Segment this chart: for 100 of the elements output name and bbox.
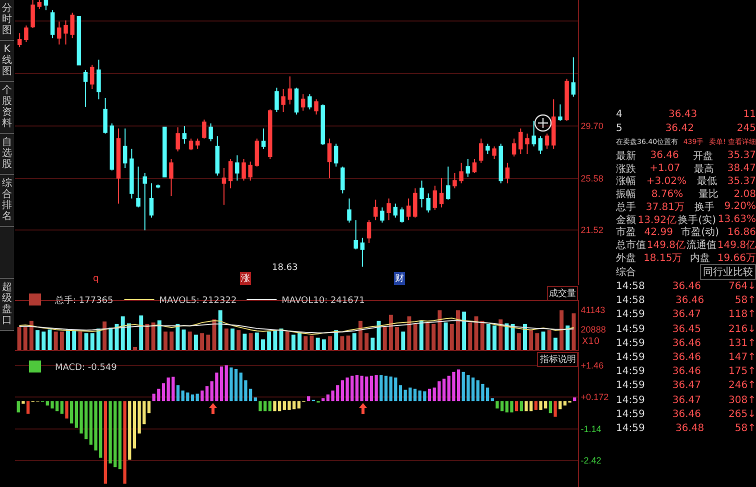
- bar: [340, 336, 344, 350]
- candlestick: [110, 122, 114, 171]
- candlestick: [380, 206, 384, 224]
- bar: [29, 320, 34, 350]
- bar: [42, 332, 46, 350]
- text: 36.47: [672, 380, 701, 392]
- bar: [206, 334, 210, 350]
- annotation: 18.63: [272, 263, 298, 273]
- bar: [267, 332, 272, 350]
- text: 36.46: [672, 280, 701, 292]
- bar: [444, 322, 448, 350]
- candlestick: [327, 138, 332, 179]
- candlestick: [103, 97, 108, 134]
- candlestick: [228, 158, 233, 189]
- bar: [523, 324, 527, 350]
- annotation: 涨: [241, 273, 250, 284]
- bar: [108, 328, 113, 350]
- bar: [182, 330, 186, 350]
- text: 内盘: [690, 252, 710, 264]
- bar: [104, 401, 108, 484]
- bar: [102, 321, 107, 350]
- bar: [548, 401, 552, 414]
- text: 14:58: [616, 295, 645, 306]
- candlestick: [505, 162, 510, 184]
- bar: [196, 394, 199, 402]
- candlestick: [215, 136, 220, 176]
- text: 涨跌: [616, 164, 636, 175]
- bar: [510, 324, 515, 350]
- text: +3.02%: [646, 176, 687, 187]
- text: 5: [616, 122, 622, 134]
- text: 38.47: [727, 163, 756, 174]
- candlestick: [90, 64, 94, 90]
- text: 149.8亿: [717, 240, 756, 252]
- text: 13.92亿: [638, 214, 676, 226]
- text: 147↑: [728, 352, 756, 363]
- bar: [307, 396, 310, 402]
- text: 14:59: [616, 309, 645, 320]
- candlestick: [512, 138, 516, 157]
- candlestick: [538, 136, 543, 154]
- candlestick: [254, 138, 260, 168]
- bar: [60, 332, 64, 350]
- candlestick: [122, 128, 128, 168]
- bar: [254, 332, 259, 350]
- candlestick: [525, 133, 530, 154]
- candlestick: [400, 206, 404, 224]
- candlestick: [37, 0, 42, 10]
- text: 265↓: [728, 408, 756, 420]
- text: 35.37: [727, 150, 756, 162]
- candlestick: [564, 78, 569, 122]
- text: 19.66万: [717, 252, 756, 264]
- bar: [346, 336, 350, 350]
- bar: [407, 316, 412, 350]
- bar: [200, 333, 204, 350]
- text: 振幅: [616, 189, 636, 200]
- text: 量比: [698, 189, 718, 200]
- text: 市盈: [616, 227, 636, 238]
- y-tick-label: -1.14: [580, 424, 602, 434]
- bar: [66, 330, 70, 350]
- bar: [36, 330, 40, 350]
- bar: [534, 401, 538, 410]
- candlestick: [551, 98, 556, 150]
- text: X10: [582, 337, 600, 347]
- bar: [118, 401, 122, 470]
- text: 9.20%: [724, 201, 756, 212]
- candlestick: [176, 126, 180, 152]
- text: 149.8亿: [646, 240, 686, 252]
- text: 13.63%: [718, 214, 756, 226]
- candlestick: [498, 143, 503, 184]
- bar: [529, 330, 534, 350]
- bar: [60, 401, 64, 414]
- y-tick-label: 25.58: [580, 174, 604, 184]
- y-tick-label: -2.42: [580, 456, 602, 466]
- candlestick: [242, 158, 246, 182]
- y-tick-label: 21.52: [580, 225, 604, 236]
- bar: [70, 401, 74, 424]
- candlestick: [420, 180, 424, 208]
- bar: [573, 397, 576, 402]
- candlestick: [142, 172, 147, 231]
- category-label: 自选股: [0, 134, 14, 175]
- bar: [516, 333, 521, 350]
- candlestick: [518, 128, 523, 154]
- candlestick: [222, 167, 226, 206]
- text: 最低: [696, 176, 717, 188]
- bar: [78, 332, 82, 350]
- candlestick: [354, 220, 358, 250]
- text: 246↑: [728, 380, 756, 392]
- text: 14:59: [616, 408, 645, 420]
- bar: [535, 333, 540, 350]
- candlestick: [24, 24, 28, 42]
- text: 最新: [616, 150, 636, 162]
- bar: [26, 401, 30, 414]
- bar: [151, 322, 156, 350]
- text: 36.42: [665, 122, 694, 134]
- y-tick-label: 20888: [580, 324, 606, 335]
- text: 36.46: [650, 150, 679, 162]
- bar: [553, 338, 558, 350]
- bar: [285, 332, 290, 350]
- bar: [164, 332, 168, 350]
- text: 36.45: [672, 324, 701, 335]
- bar: [254, 397, 257, 402]
